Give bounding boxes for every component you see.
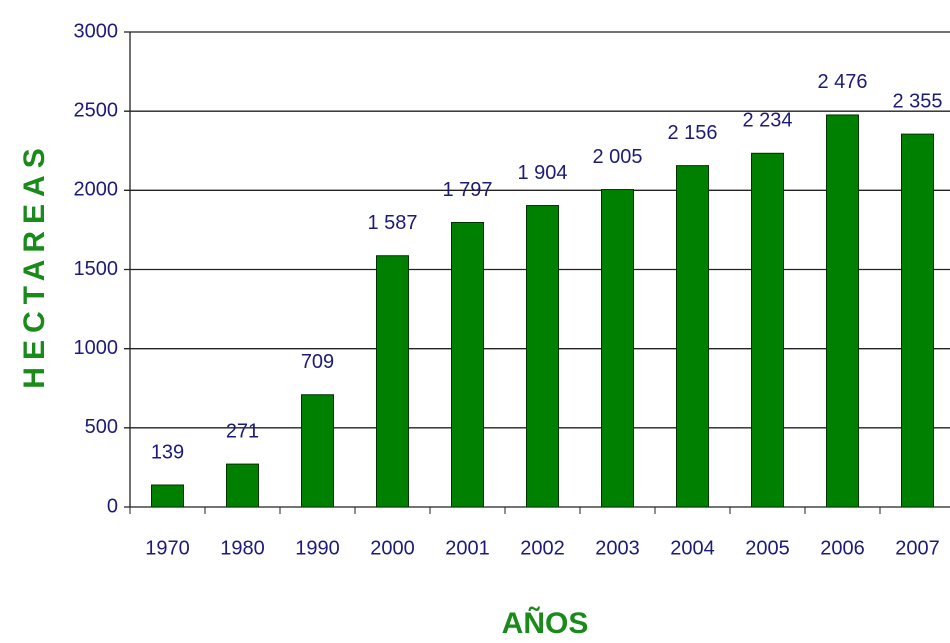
- bar: [751, 152, 784, 508]
- data-label: 1 904: [517, 162, 567, 184]
- data-label: 1 797: [442, 179, 492, 201]
- bar: [226, 463, 259, 508]
- x-tick-label: 2000: [370, 537, 415, 559]
- bar: [376, 255, 409, 508]
- y-tick-label: 1500: [74, 258, 119, 280]
- x-tick-label: 2007: [895, 537, 940, 559]
- x-tick-label: 2004: [670, 537, 715, 559]
- y-axis-title: HECTAREAS: [18, 141, 51, 388]
- bar: [451, 221, 484, 508]
- bar: [676, 165, 709, 508]
- bar: [301, 394, 334, 508]
- x-tick-label: 2003: [595, 537, 640, 559]
- y-tick-label: 0: [107, 495, 118, 517]
- y-tick-label: 2000: [74, 179, 119, 201]
- x-tick-label: 1990: [295, 537, 340, 559]
- x-axis-title: AÑOS: [502, 606, 589, 640]
- data-label: 1 587: [367, 212, 417, 234]
- x-tick-label: 2002: [520, 537, 565, 559]
- bar: [526, 205, 559, 508]
- data-label: 2 156: [667, 122, 717, 144]
- x-tick-label: 1970: [145, 537, 190, 559]
- y-tick-label: 2500: [74, 99, 119, 121]
- data-label: 2 476: [817, 71, 867, 93]
- x-tick-label: 2005: [745, 537, 790, 559]
- y-tick-label: 1000: [74, 337, 119, 359]
- data-label: 709: [301, 351, 334, 373]
- y-tick-label: 500: [85, 416, 118, 438]
- bar: [601, 189, 634, 508]
- x-tick-label: 2001: [445, 537, 490, 559]
- bar: [151, 484, 184, 508]
- x-tick-label: 2006: [820, 537, 865, 559]
- bar: [901, 133, 934, 508]
- bar: [826, 114, 859, 508]
- x-tick-label: 1980: [220, 537, 265, 559]
- data-label: 139: [151, 441, 184, 463]
- data-label: 271: [226, 420, 259, 442]
- data-label: 2 355: [892, 90, 942, 112]
- data-label: 2 005: [592, 146, 642, 168]
- y-tick-label: 3000: [74, 20, 119, 42]
- data-label: 2 234: [742, 110, 792, 132]
